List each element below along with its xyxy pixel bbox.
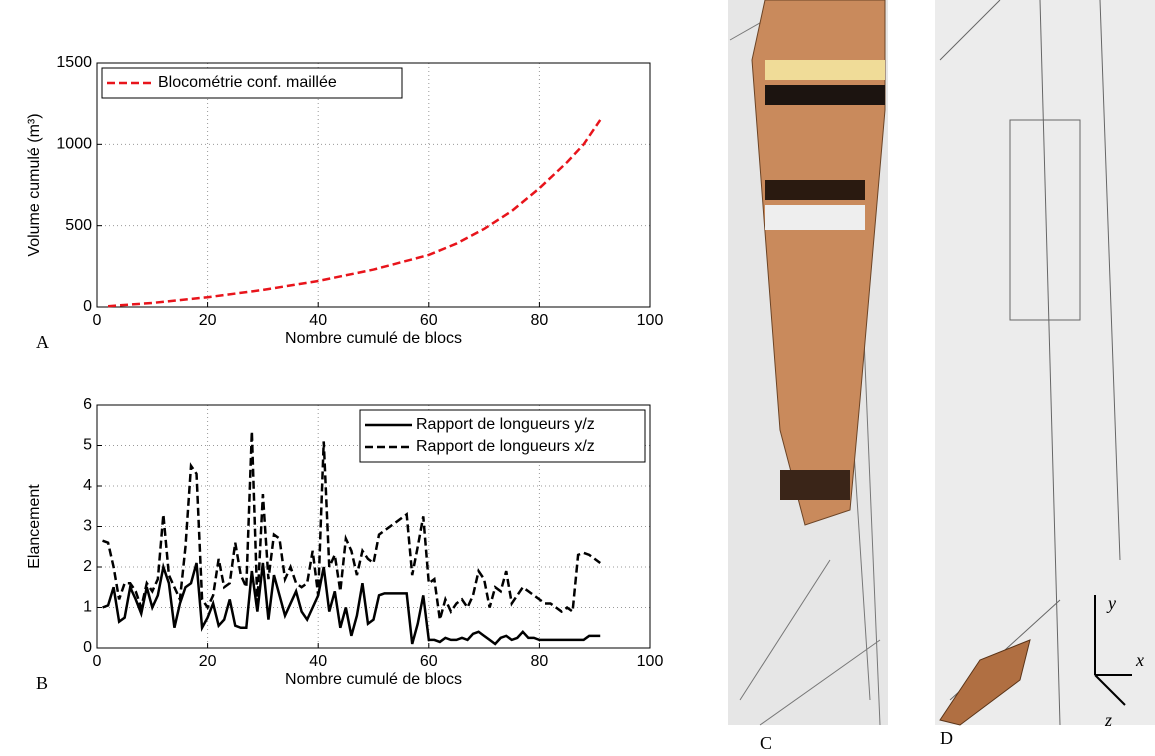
legend-box — [359, 409, 646, 463]
x-tick-label: 60 — [420, 653, 438, 670]
panel-label: D — [940, 728, 953, 748]
y-tick-label: 0 — [83, 639, 92, 656]
panel-d-render — [935, 0, 1155, 726]
plot-frame — [96, 404, 651, 649]
legend-label: Rapport de longueurs y/z — [416, 416, 595, 433]
series-line — [107, 119, 602, 308]
y-tick-label: 2 — [83, 558, 92, 575]
panel-label: C — [760, 733, 772, 753]
x-tick-label: 100 — [637, 653, 664, 670]
legend-label: Rapport de longueurs x/z — [416, 438, 595, 455]
x-tick-label: 60 — [420, 312, 438, 329]
x-tick-label: 20 — [199, 653, 217, 670]
block — [765, 205, 865, 230]
plot-area — [97, 63, 650, 307]
triad-z — [1094, 674, 1126, 706]
y-axis-label: Elancement — [26, 484, 43, 569]
triad-label: z — [1104, 710, 1112, 730]
y-tick-label: 3 — [83, 518, 92, 535]
y-tick-label: 4 — [83, 477, 92, 494]
plot-frame — [96, 62, 651, 308]
block — [765, 85, 885, 105]
x-tick-label: 80 — [531, 653, 549, 670]
x-tick-label: 0 — [93, 312, 102, 329]
y-tick-label: 1500 — [56, 54, 92, 71]
y-tick-label: 6 — [83, 396, 92, 413]
y-axis-label: Volume cumulé (m³) — [26, 113, 43, 256]
x-tick-label: 80 — [531, 312, 549, 329]
y-tick-label: 1000 — [56, 136, 92, 153]
series-line — [102, 431, 601, 620]
x-axis-label: Nombre cumulé de blocs — [285, 671, 462, 688]
panel-label: A — [36, 332, 49, 352]
x-tick-label: 0 — [93, 653, 102, 670]
y-tick-label: 0 — [83, 298, 92, 315]
panel-c-render — [728, 0, 888, 726]
block — [765, 60, 885, 80]
blocks — [751, 0, 886, 526]
x-tick-label: 100 — [637, 312, 664, 329]
x-tick-label: 40 — [309, 653, 327, 670]
y-tick-label: 500 — [65, 217, 92, 234]
y-tick-label: 1 — [83, 599, 92, 616]
legend-box — [101, 67, 403, 99]
y-tick-label: 5 — [83, 437, 92, 454]
triad-label: x — [1135, 650, 1144, 670]
panel-label: B — [36, 673, 48, 693]
x-tick-label: 20 — [199, 312, 217, 329]
block — [765, 180, 865, 200]
mesh — [935, 0, 1155, 725]
legend-label: Blocométrie conf. maillée — [158, 74, 337, 91]
triad-label: y — [1106, 593, 1116, 613]
blocks — [939, 639, 1031, 726]
series-line — [102, 562, 601, 646]
block — [780, 470, 850, 500]
x-axis-label: Nombre cumulé de blocs — [285, 330, 462, 347]
x-tick-label: 40 — [309, 312, 327, 329]
